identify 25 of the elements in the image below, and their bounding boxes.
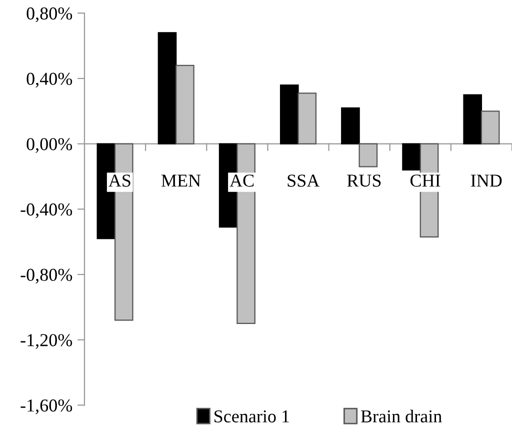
x-tick-label: AS: [108, 174, 130, 187]
y-tick-label: -0,80%: [20, 268, 72, 284]
bar: [463, 94, 482, 144]
y-tick-label: 0,00%: [26, 138, 72, 153]
x-tick-label: AC: [230, 174, 254, 187]
bar: [280, 84, 299, 144]
legend-label: Brain drain: [360, 410, 442, 422]
x-tick-label: MEN: [161, 174, 201, 187]
bar: [298, 92, 317, 144]
y-tick-label: 0,40%: [26, 72, 72, 88]
bar: [358, 143, 378, 168]
x-tick-label: CHI: [410, 174, 440, 187]
x-tick-label: RUS: [347, 174, 381, 187]
x-tick-label: IND: [470, 174, 502, 187]
bar: [402, 143, 421, 170]
bar: [158, 32, 177, 144]
y-tick-label: -1,20%: [20, 334, 72, 349]
x-tick-label: SSA: [288, 174, 320, 187]
bar: [480, 110, 500, 144]
y-tick-label: -1,60%: [20, 399, 72, 414]
y-tick-label: 0,80%: [26, 7, 72, 22]
bar: [341, 107, 360, 144]
legend-label: Scenario 1: [214, 410, 289, 422]
y-tick-label: -0,40%: [20, 203, 72, 218]
bar: [176, 64, 194, 144]
